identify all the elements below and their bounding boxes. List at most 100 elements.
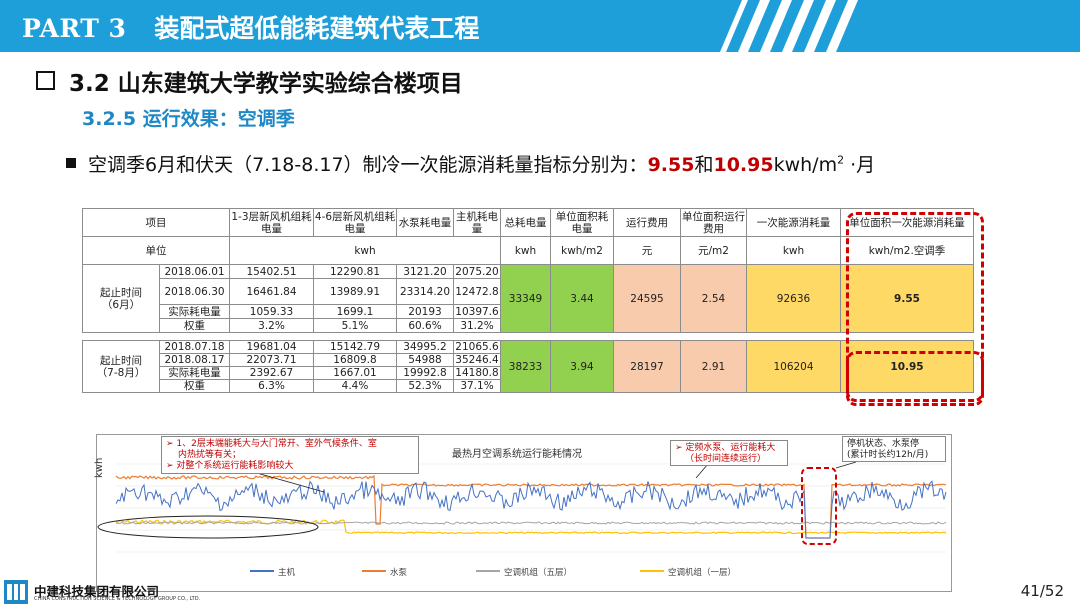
bullet-mid: 和 <box>694 154 714 176</box>
table-cell: 2018.08.17 <box>159 353 230 367</box>
table-cell: 34995.2 <box>396 340 454 354</box>
unit-primary-m2: kwh/m2.空调季 <box>840 236 974 265</box>
header-title-text: 装配式超低能耗建筑代表工程 <box>154 14 480 43</box>
checkbox-square-icon <box>36 71 55 90</box>
company-name: 中建科技集团有限公司 <box>34 584 160 599</box>
legend-swatch <box>640 570 664 572</box>
table-cell: 20193 <box>396 304 454 319</box>
cost-cell: 24595 <box>613 264 681 333</box>
series-line-ahu-5f <box>115 521 947 525</box>
th-primary: 一次能源消耗量 <box>746 208 841 237</box>
company-logo-icon <box>4 580 28 604</box>
table-cell: 权重 <box>159 379 230 393</box>
table-row: 起止时间 （7-8月） 2018.07.18 19681.04 15142.79… <box>82 340 974 393</box>
table-cell: 2018.06.01 <box>159 264 230 279</box>
header-banner <box>0 0 1080 52</box>
legend-pump: 水泵 <box>362 566 407 578</box>
callout-line: 停机状态、水泵停 <box>847 439 920 449</box>
th-unit-cost: 单位面积运行费用 <box>680 208 747 237</box>
energy-table: 项目 1-3层新风机组耗电量 4-6层新风机组耗电量 水泵耗电量 主机耗电量 总… <box>82 208 974 393</box>
unit-kwh: kwh <box>500 236 551 265</box>
table-cell: 52.3% <box>396 379 454 393</box>
callout-line: 内热扰等有关； <box>178 450 242 460</box>
bullet-unit: kwh/m <box>773 154 838 176</box>
highlight-ellipse <box>97 515 319 539</box>
table-cell: 1059.33 <box>229 304 314 319</box>
unit-primary-energy-cell: 10.95 <box>840 340 974 393</box>
callout-ahu-low-floor: ➢ 1、2层末端能耗大与大门常开、室外气候条件、室 内热扰等有关； ➢ 对整个系… <box>161 436 419 474</box>
summary-bullet: 空调季6月和伏天（7.18-8.17）制冷一次能源消耗量指标分别为：9.55和1… <box>66 150 875 177</box>
legend-swatch <box>476 570 500 572</box>
callout-pump: ➢ 定频水泵、运行能耗大 （长时间连续运行） <box>670 440 788 466</box>
company-name-en: CHINA CONSTRUCTION SCIENCE & TECHNOLOGY … <box>34 596 201 602</box>
legend-label: 主机 <box>278 568 296 578</box>
bullet-square-icon <box>66 158 76 168</box>
total-power-cell: 38233 <box>500 340 551 393</box>
table-cell: 5.1% <box>313 318 397 333</box>
table-cell: 2392.67 <box>229 366 314 380</box>
callout-leader-2 <box>695 463 709 479</box>
gap-cell <box>82 332 974 341</box>
series-line-chiller <box>115 480 947 539</box>
table-cell: 2018.06.30 <box>159 278 230 305</box>
company-logo: 中建科技集团有限公司 CHINA CONSTRUCTION SCIENCE & … <box>4 578 200 606</box>
th-unit-primary: 单位面积一次能源消耗量 <box>840 208 974 237</box>
table-cell: 23314.20 <box>396 278 454 305</box>
table-cell: 16809.8 <box>313 353 397 367</box>
bullet-prefix: 空调季6月和伏天（7.18-8.17）制冷一次能源消耗量指标分别为： <box>88 154 648 176</box>
primary-energy-cell: 106204 <box>746 340 841 393</box>
legend-swatch <box>250 570 274 572</box>
table-cell: 实际耗电量 <box>159 304 230 319</box>
table-row: 2018.08.17 22073.71 16809.8 54988 35246.… <box>83 353 974 367</box>
unit-cost-cell: 2.54 <box>680 264 747 333</box>
chart-title: 最热月空调系统运行能耗情况 <box>452 449 582 460</box>
table-gap-row <box>82 332 974 341</box>
callout-line: ➢ 对整个系统运行能耗影响较大 <box>166 461 294 471</box>
table-row: 权重 6.3% 4.4% 52.3% 37.1% <box>83 379 974 393</box>
th-unit-power: 单位面积耗电量 <box>550 208 614 237</box>
chart-series <box>115 474 947 539</box>
bullet-suffix: ·月 <box>844 154 876 176</box>
th-ahu46: 4-6层新风机组耗电量 <box>313 208 397 237</box>
table-cell: 21065.6 <box>453 340 501 354</box>
callout-line: ➢ 定频水泵、运行能耗大 <box>675 443 776 453</box>
table-cell: 1667.01 <box>313 366 397 380</box>
table-row: 实际耗电量 1059.33 1699.1 20193 10397.6 <box>83 304 974 319</box>
table-cell: 实际耗电量 <box>159 366 230 380</box>
table-cell: 3121.20 <box>396 264 454 279</box>
legend-ahu-5f: 空调机组（五层） <box>476 566 572 578</box>
table-cell: 6.3% <box>229 379 314 393</box>
unit-power-cell: 3.44 <box>550 264 614 333</box>
unit-label: 单位 <box>82 236 230 265</box>
unit-kwh-m2: kwh/m2 <box>550 236 614 265</box>
table-cell: 12290.81 <box>313 264 397 279</box>
table-cell: 3.2% <box>229 318 314 333</box>
table-cell: 60.6% <box>396 318 454 333</box>
legend-label: 空调机组（五层） <box>504 568 573 578</box>
th-chiller: 主机耗电量 <box>453 208 501 237</box>
section-heading: 3.2 山东建筑大学教学实验综合楼项目 <box>36 64 463 98</box>
callout-line: （长时间连续运行） <box>685 454 767 464</box>
unit-cost-cell: 2.91 <box>680 340 747 393</box>
th-cost: 运行费用 <box>613 208 681 237</box>
bullet-value-summer: 10.95 <box>713 154 774 176</box>
section-title: 3.2 山东建筑大学教学实验综合楼项目 <box>69 71 463 97</box>
table-cell: 12472.8 <box>453 278 501 305</box>
subsection-title: 3.2.5 运行效果：空调季 <box>82 108 295 130</box>
page-number: 41/52 <box>1020 582 1064 600</box>
primary-energy-cell: 92636 <box>746 264 841 333</box>
unit-yuan-m2: 元/m2 <box>680 236 747 265</box>
callout-line: ➢ 1、2层末端能耗大与大门常开、室外气候条件、室 <box>166 439 377 449</box>
table-cell: 31.2% <box>453 318 501 333</box>
th-ahu13: 1-3层新风机组耗电量 <box>229 208 314 237</box>
chart-ylabel: kwh <box>94 457 105 478</box>
table-unit-row: 单位 kwh kwh kwh/m2 元 元/m2 kwh kwh/m2.空调季 <box>82 236 974 265</box>
unit-kwh-group: kwh <box>229 236 501 265</box>
table-cell: 权重 <box>159 318 230 333</box>
bullet-value-june: 9.55 <box>647 154 695 176</box>
stop-highlight-box <box>801 467 837 545</box>
series-line-pump <box>115 474 947 539</box>
total-power-cell: 33349 <box>500 264 551 333</box>
table-header-row: 项目 1-3层新风机组耗电量 4-6层新风机组耗电量 水泵耗电量 主机耗电量 总… <box>82 208 974 237</box>
legend-chiller: 主机 <box>250 566 295 578</box>
